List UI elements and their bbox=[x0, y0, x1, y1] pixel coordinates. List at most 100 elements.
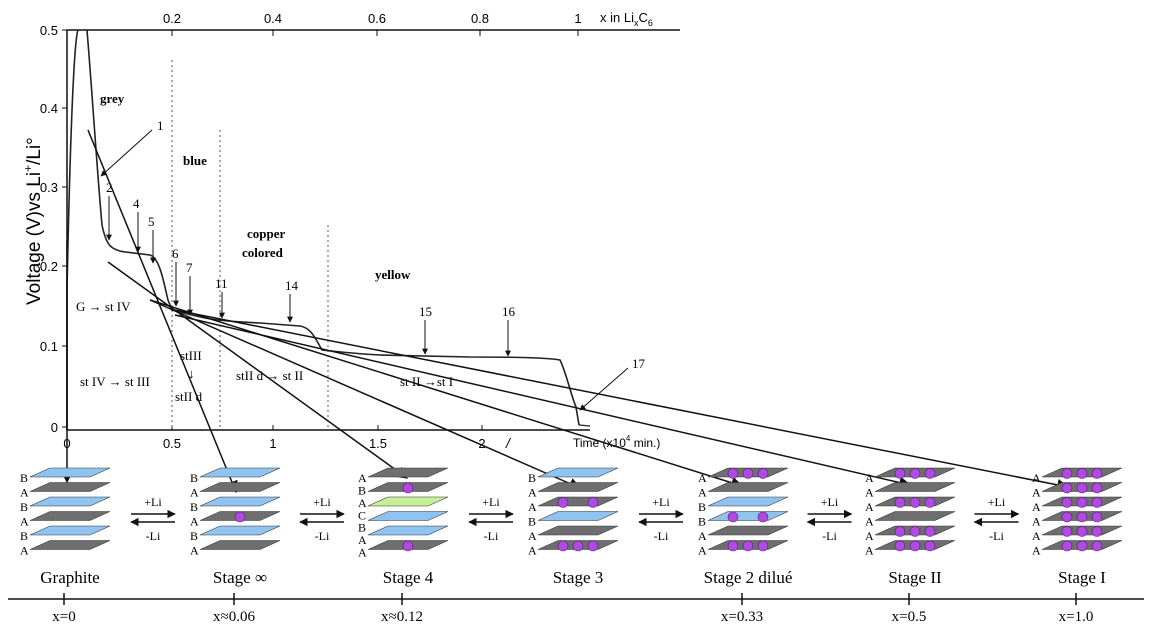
lithium-atom bbox=[1091, 468, 1103, 479]
lithium-atom bbox=[924, 468, 936, 479]
region-yellow: yellow bbox=[375, 267, 411, 282]
top-tick-0.6: 0.6 bbox=[368, 11, 386, 36]
stacking-letter: A bbox=[528, 544, 537, 558]
lithium-atom bbox=[894, 526, 906, 537]
stacking-letter: C bbox=[358, 508, 366, 522]
stacking-letter: B bbox=[698, 500, 706, 514]
lithium-atom bbox=[1076, 497, 1088, 508]
graphite-layer bbox=[707, 482, 789, 492]
stacking-letter: A bbox=[20, 515, 29, 529]
stacking-letter: A bbox=[698, 529, 707, 543]
plus-li-label: +Li bbox=[313, 495, 331, 509]
lithium-atom bbox=[742, 540, 754, 552]
lithium-atom bbox=[1091, 526, 1103, 537]
lithium-atom bbox=[572, 540, 584, 552]
y-tick-0.1: 0.1 bbox=[40, 339, 67, 354]
lithium-atom bbox=[1061, 540, 1073, 552]
stacking-letter: B bbox=[190, 529, 198, 543]
lithium-atom bbox=[727, 540, 739, 552]
top-tick-1: 1 bbox=[574, 11, 582, 36]
reaction-arrows: +Li -Li bbox=[130, 495, 176, 543]
pointer-1 bbox=[100, 129, 153, 177]
lithium-atom bbox=[1076, 482, 1088, 494]
stacking-letter: A bbox=[20, 486, 29, 500]
x-tick-1.5: 1.5 bbox=[369, 425, 387, 451]
minus-li-label: -Li bbox=[484, 529, 499, 543]
svg-text:15: 15 bbox=[419, 304, 432, 319]
lithium-atom bbox=[1076, 511, 1088, 523]
reaction-arrows: +Li -Li bbox=[973, 495, 1020, 543]
stage-name: Stage 4 bbox=[383, 568, 434, 587]
lithium-atom bbox=[557, 540, 569, 552]
stage-name: Graphite bbox=[40, 568, 99, 587]
blue-layer bbox=[29, 496, 111, 507]
lithium-atom bbox=[234, 511, 246, 523]
graphite-layer bbox=[874, 511, 956, 521]
y-tick-0: 0 bbox=[51, 420, 67, 435]
top-tick-label: 0.6 bbox=[368, 11, 386, 26]
stacking-letter: A bbox=[1032, 544, 1041, 558]
top-tick-0.2: 0.2 bbox=[163, 11, 181, 36]
stacking-letter: A bbox=[528, 500, 537, 514]
lithium-atom bbox=[1061, 497, 1073, 508]
stacking-letter: A bbox=[1032, 500, 1041, 514]
graphite-layer bbox=[199, 540, 281, 550]
lithium-atom bbox=[1091, 540, 1103, 552]
stage-name: Stage 3 bbox=[553, 568, 604, 587]
lithium-atom bbox=[557, 497, 569, 508]
lithium-atom bbox=[909, 540, 921, 552]
reaction-arrows: +Li -Li bbox=[806, 495, 853, 543]
lithium-atom bbox=[1061, 511, 1073, 523]
lithium-atom bbox=[402, 482, 414, 494]
lithium-atom bbox=[909, 497, 921, 508]
stacking-letter: B bbox=[190, 471, 198, 485]
stacking-letter: A bbox=[865, 500, 874, 514]
minus-li-label: -Li bbox=[989, 529, 1004, 543]
lithium-atom bbox=[587, 540, 599, 552]
y-tick-label: 0.3 bbox=[40, 180, 58, 195]
lithium-atom bbox=[1076, 526, 1088, 537]
stacking-letter: A bbox=[190, 515, 199, 529]
y-tick-label: 0 bbox=[51, 420, 58, 435]
stacking-letter: A bbox=[865, 544, 874, 558]
plus-li-label: +Li bbox=[144, 495, 162, 509]
svg-text:17: 17 bbox=[632, 356, 646, 371]
blue-layer bbox=[199, 467, 281, 478]
point-2: 2 bbox=[106, 180, 113, 241]
graphite-layer bbox=[537, 482, 619, 492]
stacking-letter: A bbox=[190, 486, 199, 500]
region-blue: blue bbox=[183, 153, 207, 168]
y-tick-0.3: 0.3 bbox=[40, 180, 67, 195]
stacking-letter: A bbox=[1032, 515, 1041, 529]
voltage-curve bbox=[66, 29, 580, 430]
x-tick-label: 2 bbox=[478, 436, 485, 451]
point-4: 4 bbox=[133, 196, 141, 253]
reaction-arrows: +Li -Li bbox=[468, 495, 514, 543]
arrow-to-stage4 bbox=[107, 261, 408, 479]
stage-name: Stage I bbox=[1058, 568, 1106, 587]
lithium-atom bbox=[1061, 468, 1073, 479]
stacking-letter: B bbox=[528, 515, 536, 529]
y-tick-label: 0.1 bbox=[40, 339, 58, 354]
stacking-letter: A bbox=[865, 486, 874, 500]
stacking-letter: A bbox=[1032, 529, 1041, 543]
y-axis-label: Voltage (V)vs Li+/Li° bbox=[21, 137, 45, 305]
svg-text:6: 6 bbox=[172, 246, 179, 261]
stacking-letter: B bbox=[20, 529, 28, 543]
top-tick-label: 0.2 bbox=[163, 11, 181, 26]
plus-li-label: +Li bbox=[821, 495, 839, 509]
lithium-atom bbox=[402, 540, 414, 552]
stacking-letter: B bbox=[190, 500, 198, 514]
minus-li-label: -Li bbox=[315, 529, 330, 543]
stage-x-value: x≈0.12 bbox=[381, 609, 423, 625]
stage-name: Stage ∞ bbox=[213, 568, 267, 587]
transition-st2d-st2: stII d → st II bbox=[236, 368, 303, 383]
point-15: 15 bbox=[419, 304, 432, 355]
blue-layer bbox=[537, 511, 619, 521]
stacking-letter: B bbox=[698, 515, 706, 529]
stacking-letter: A bbox=[698, 544, 707, 558]
